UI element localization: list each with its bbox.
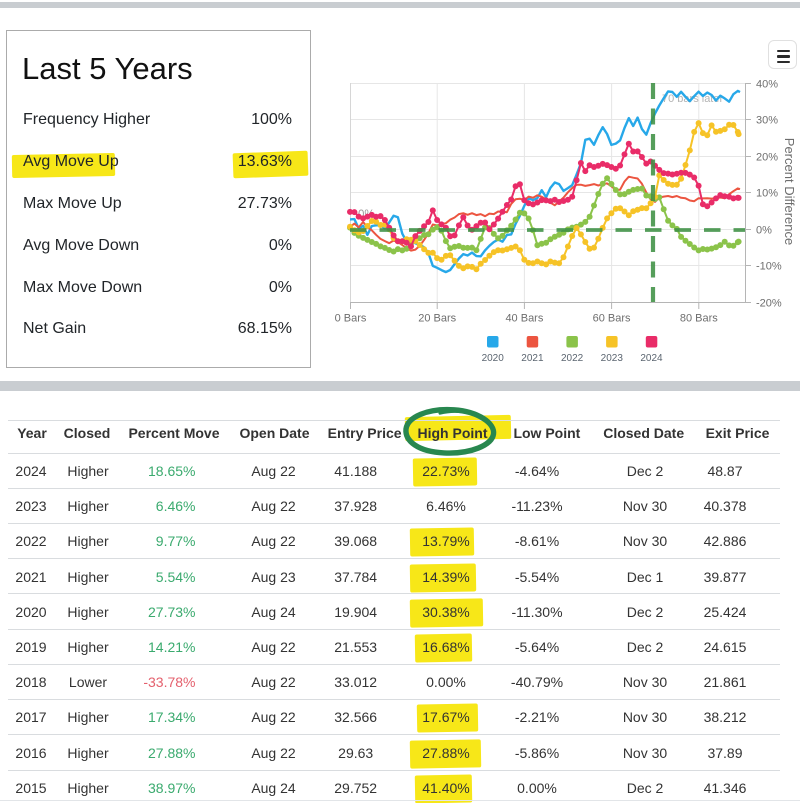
svg-text:0%: 0% bbox=[756, 225, 772, 237]
svg-text:20%: 20% bbox=[756, 152, 778, 164]
svg-text:30%: 30% bbox=[756, 115, 778, 127]
svg-text:Percent Difference: Percent Difference bbox=[782, 138, 797, 245]
svg-text:2022: 2022 bbox=[561, 353, 584, 364]
svg-text:2020: 2020 bbox=[482, 353, 505, 364]
svg-text:80 Bars: 80 Bars bbox=[680, 313, 718, 325]
svg-text:60 Bars: 60 Bars bbox=[593, 313, 631, 325]
svg-text:10%: 10% bbox=[756, 188, 778, 200]
svg-text:2023: 2023 bbox=[601, 353, 624, 364]
svg-text:0 Bars: 0 Bars bbox=[335, 313, 367, 325]
svg-text:20 Bars: 20 Bars bbox=[418, 313, 456, 325]
svg-text:-10%: -10% bbox=[756, 261, 782, 273]
svg-text:2024: 2024 bbox=[640, 353, 663, 364]
svg-text:2021: 2021 bbox=[521, 353, 544, 364]
svg-text:-20%: -20% bbox=[756, 298, 782, 310]
svg-text:40%: 40% bbox=[756, 79, 778, 91]
svg-text:40 Bars: 40 Bars bbox=[505, 313, 543, 325]
